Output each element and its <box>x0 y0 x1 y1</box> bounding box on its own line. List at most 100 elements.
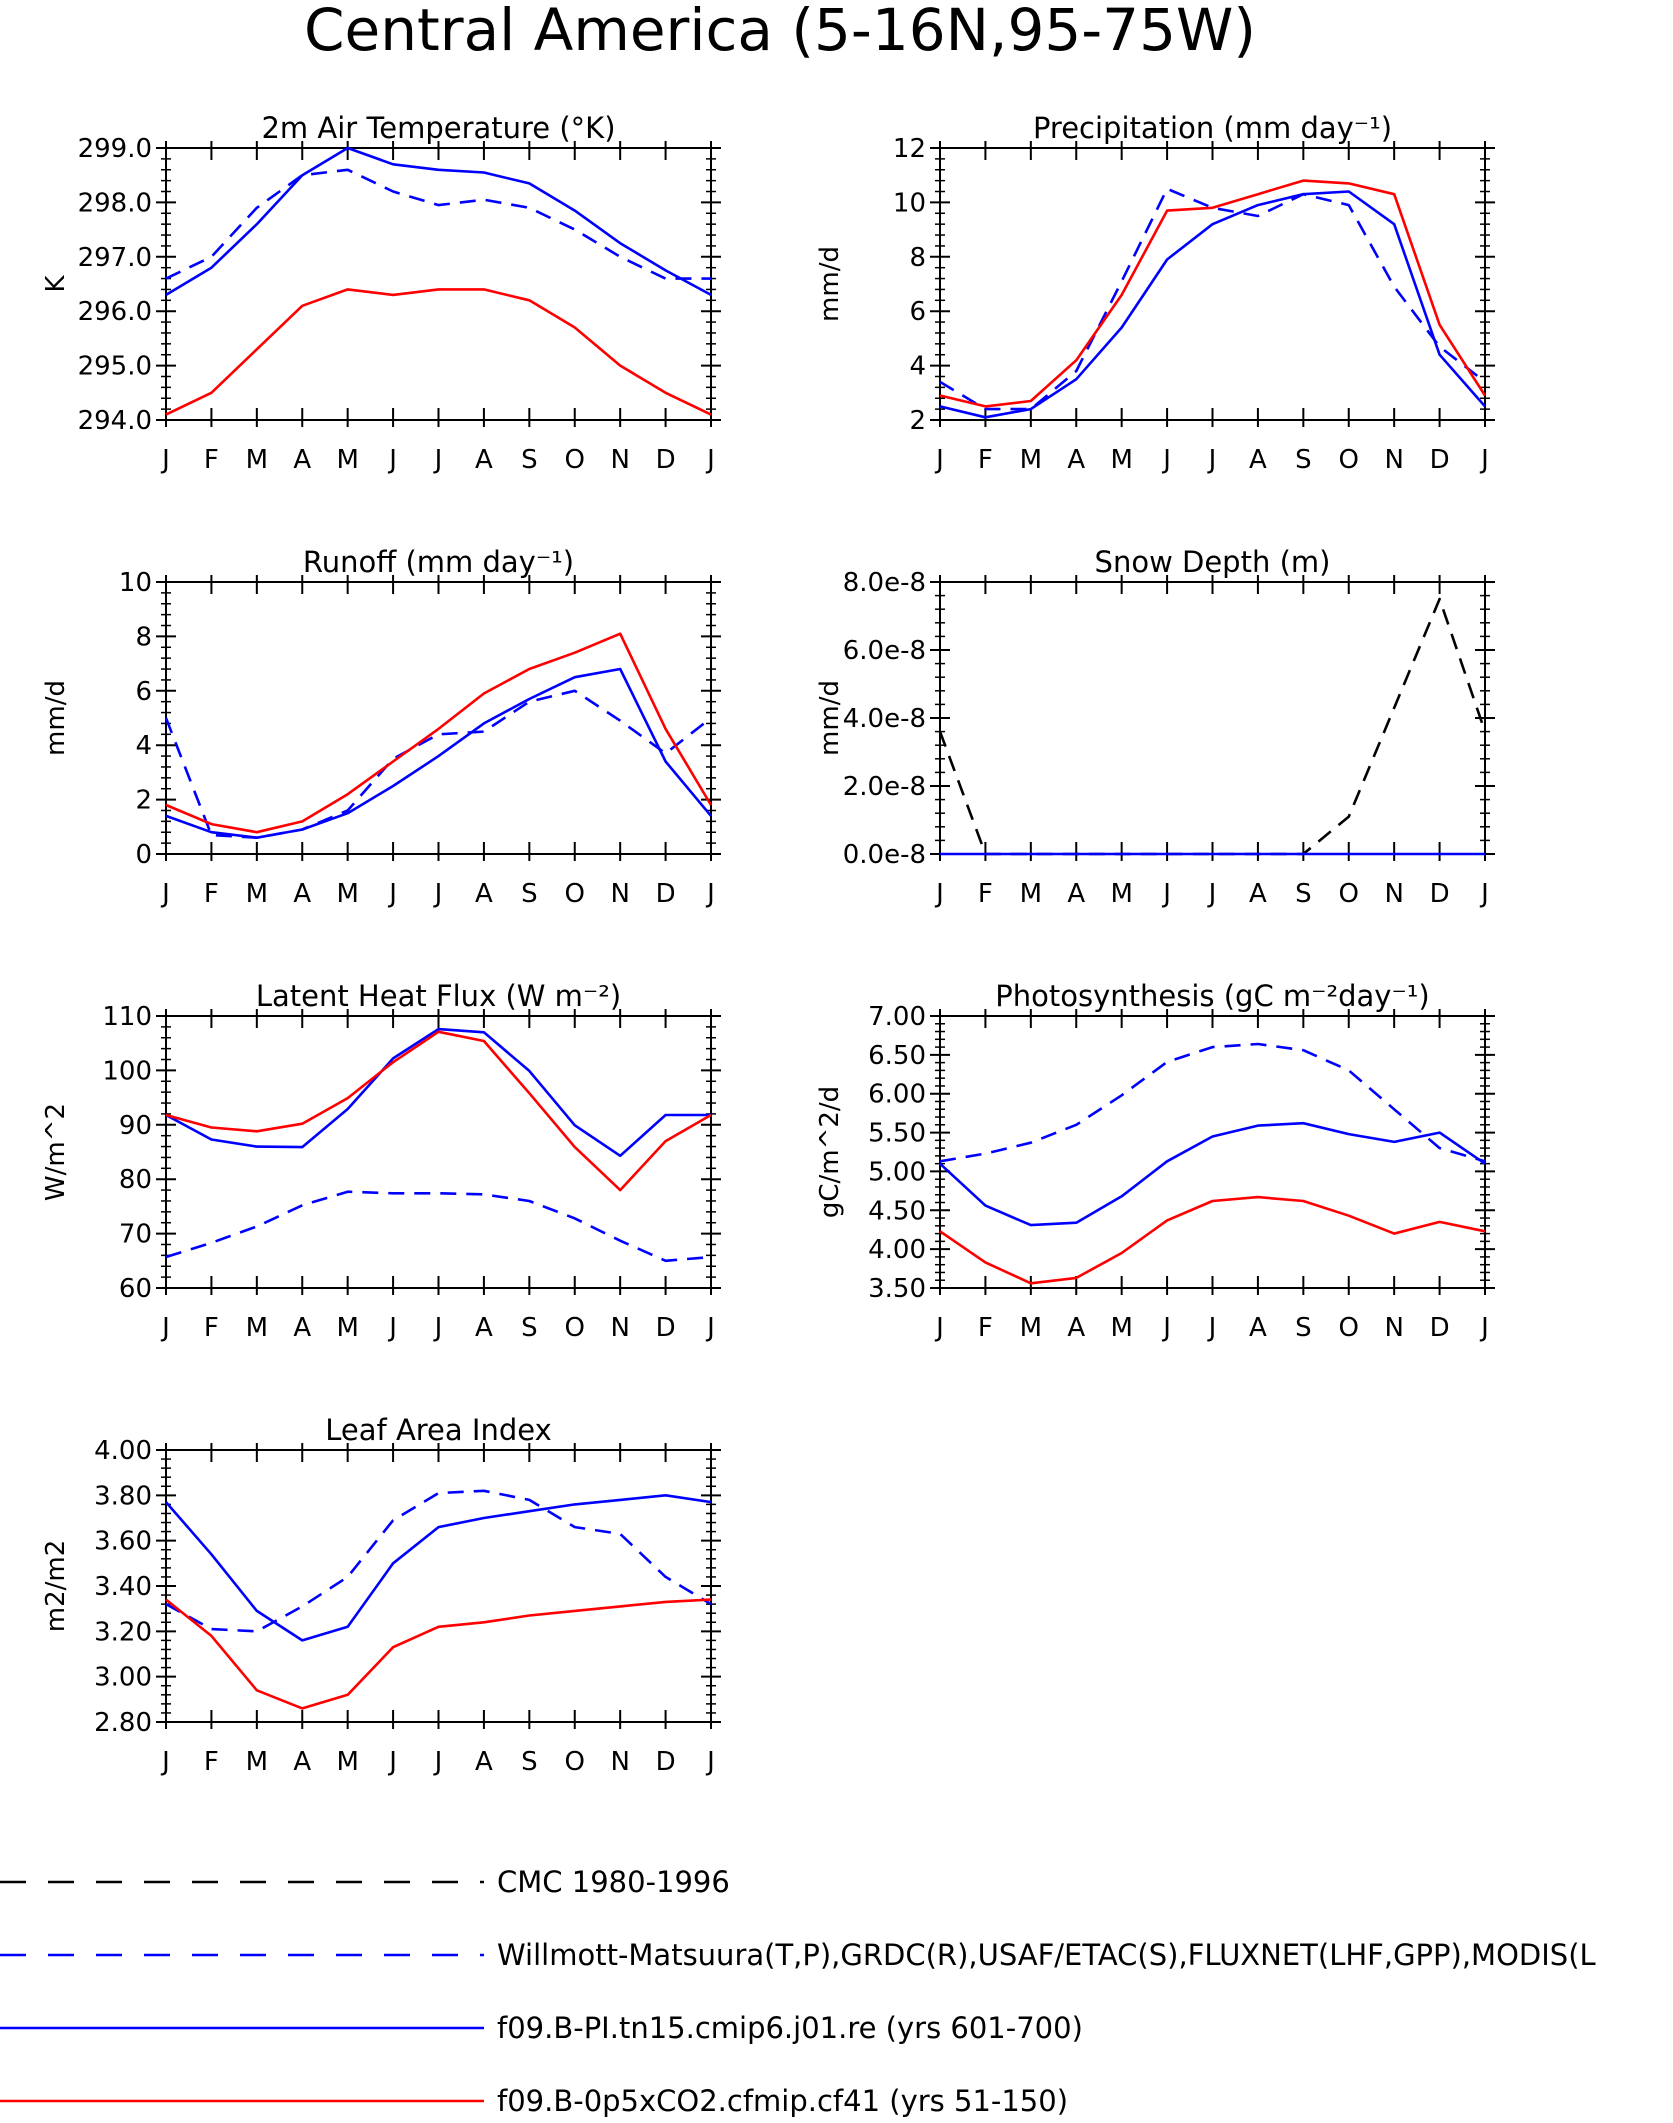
y-tick-label: 298.0 <box>78 188 152 218</box>
x-tick-label: J <box>387 1747 397 1777</box>
x-tick-label: D <box>656 1313 676 1343</box>
page-title: Central America (5-16N,95-75W) <box>304 0 1256 64</box>
y-axis-label: K <box>41 275 71 293</box>
y-tick-label: 294.0 <box>78 406 152 436</box>
x-tick-label: J <box>1479 879 1489 909</box>
x-tick-label: J <box>433 1313 443 1343</box>
y-axis-label: mm/d <box>815 680 845 756</box>
x-tick-label: J <box>705 879 715 909</box>
y-tick-label: 4.50 <box>868 1196 926 1226</box>
y-axis-label: m2/m2 <box>41 1540 71 1633</box>
x-tick-label: A <box>475 1313 493 1343</box>
x-tick-label: J <box>160 879 170 909</box>
x-tick-label: S <box>1295 879 1312 909</box>
x-tick-label: J <box>1479 1313 1489 1343</box>
x-tick-label: F <box>204 445 219 475</box>
x-tick-label: J <box>433 1747 443 1777</box>
series-line-1 <box>164 689 712 840</box>
x-tick-label: D <box>1430 1313 1450 1343</box>
legend: CMC 1980-1996 Willmott-Matsuura(T,P),GRDC… <box>0 1865 1596 2118</box>
y-tick-label: 297.0 <box>78 243 152 273</box>
x-tick-label: A <box>1067 445 1085 475</box>
chart-title: Photosynthesis (gC m⁻²day⁻¹) <box>995 979 1429 1013</box>
chart-title: Runoff (mm day⁻¹) <box>303 545 574 579</box>
x-tick-label: S <box>1295 1313 1312 1343</box>
x-tick-label: D <box>656 879 676 909</box>
x-tick-label: A <box>1249 879 1267 909</box>
x-tick-label: S <box>521 879 538 909</box>
y-axis-label: W/m^2 <box>41 1103 71 1201</box>
x-tick-label: J <box>934 879 944 909</box>
x-tick-label: J <box>433 879 443 909</box>
x-tick-label: J <box>1207 1313 1217 1343</box>
series-line-2 <box>165 146 712 297</box>
x-tick-label: F <box>978 879 993 909</box>
x-tick-label: J <box>160 1747 170 1777</box>
y-tick-label: 5.00 <box>868 1157 926 1187</box>
plot-frame <box>165 1015 712 1289</box>
y-tick-label: 3.50 <box>868 1274 926 1304</box>
y-tick-label: 6.0e-8 <box>843 636 926 666</box>
series-line-1 <box>165 1190 712 1263</box>
y-tick-label: 2.80 <box>94 1708 152 1738</box>
chart-panel-5: Latent Heat Flux (W m⁻²)W/m^2J F M A M J J A S O N… <box>41 979 721 1343</box>
legend-label-4: f09.B-0p5xCO2.cfmip.cf41 (yrs 51-150) <box>497 2084 1068 2118</box>
y-tick-label: 296.0 <box>78 297 152 327</box>
x-tick-label: S <box>1295 445 1312 475</box>
x-tick-label: F <box>978 445 993 475</box>
y-tick-label: 8 <box>135 622 152 652</box>
x-tick-label: N <box>610 879 629 909</box>
x-tick-label: J <box>1161 879 1171 909</box>
y-tick-label: 12 <box>893 134 926 164</box>
x-tick-label: A <box>1067 1313 1085 1343</box>
y-tick-label: 10 <box>119 568 152 598</box>
x-tick-label: N <box>610 1747 629 1777</box>
x-tick-label: F <box>204 1313 219 1343</box>
panels: 2m Air Temperature (°K)KJ F M A M J J A S O N D J294… <box>41 111 1495 1777</box>
series-line-2 <box>165 1494 712 1642</box>
x-tick-label: J <box>1161 1313 1171 1343</box>
y-tick-label: 2 <box>135 786 152 816</box>
x-tick-label: J <box>934 1313 944 1343</box>
x-tick-label: D <box>1430 879 1450 909</box>
y-tick-label: 299.0 <box>78 134 152 164</box>
series-line-3 <box>939 179 1487 408</box>
x-tick-label: J <box>705 1313 715 1343</box>
series-line-3 <box>165 1030 712 1192</box>
legend-label-1: CMC 1980-1996 <box>497 1865 730 1899</box>
x-tick-label: J <box>160 445 170 475</box>
y-tick-label: 5.50 <box>868 1119 926 1149</box>
series-line-2 <box>165 1027 711 1158</box>
chart-title: Latent Heat Flux (W m⁻²) <box>256 979 621 1013</box>
x-tick-label: O <box>565 1747 585 1777</box>
y-tick-label: 10 <box>893 188 926 218</box>
y-tick-label: 0.0e-8 <box>843 840 926 870</box>
y-tick-label: 7.00 <box>868 1002 926 1032</box>
x-tick-label: O <box>1339 445 1359 475</box>
x-tick-label: N <box>1384 879 1403 909</box>
x-tick-label: J <box>387 445 397 475</box>
y-axis-label: mm/d <box>815 246 845 322</box>
y-tick-label: 2.0e-8 <box>843 772 926 802</box>
x-tick-label: S <box>521 445 538 475</box>
x-tick-label: J <box>1207 445 1217 475</box>
y-tick-label: 4 <box>135 731 152 761</box>
x-tick-label: A <box>475 1747 493 1777</box>
y-tick-label: 3.40 <box>94 1572 152 1602</box>
x-tick-label: M <box>1020 445 1042 475</box>
series-line-3 <box>165 1598 712 1710</box>
y-tick-label: 4 <box>909 352 926 382</box>
x-tick-label: J <box>705 1747 715 1777</box>
y-tick-label: 8.0e-8 <box>843 568 926 598</box>
x-tick-label: A <box>293 1313 311 1343</box>
x-tick-label: J <box>1479 445 1489 475</box>
x-tick-label: N <box>1384 445 1403 475</box>
x-tick-label: S <box>521 1747 538 1777</box>
x-tick-label: M <box>336 445 358 475</box>
legend-label-3: f09.B-PI.tn15.cmip6.j01.re (yrs 601-700) <box>497 2011 1083 2045</box>
y-tick-label: 6 <box>135 677 152 707</box>
x-tick-label: M <box>336 1747 358 1777</box>
plot-frame <box>939 581 1486 855</box>
